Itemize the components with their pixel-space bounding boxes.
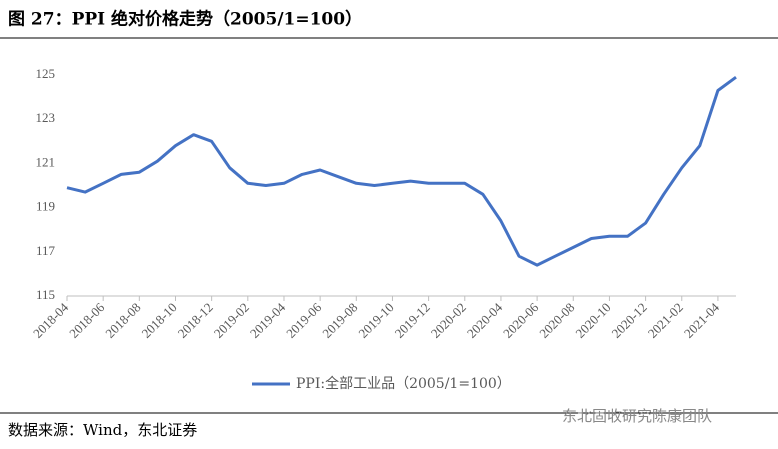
legend-label: PPI:全部工业品（2005/1=100） (296, 375, 511, 392)
data-line (66, 75, 737, 267)
x-tick-label: 2020-02 (428, 300, 469, 341)
x-tick-label: 2018-04 (30, 299, 72, 341)
y-tick-label: 123 (36, 110, 56, 125)
x-tick-label: 2020-04 (464, 299, 506, 341)
y-tick-label: 115 (36, 287, 55, 302)
x-tick-label: 2019-06 (283, 299, 325, 341)
chart-title: 图 27：PPI 绝对价格走势（2005/1=100） (8, 9, 362, 30)
x-tick-label: 2018-12 (175, 300, 216, 341)
x-tick-label: 2020-10 (572, 300, 613, 341)
x-tick-label: 2020-12 (609, 300, 650, 341)
source-note: 数据来源：Wind，东北证券 (8, 421, 197, 439)
x-tick-label: 2019-10 (355, 300, 396, 341)
y-tick-label: 125 (36, 66, 56, 81)
x-tick-label: 2019-12 (392, 300, 433, 341)
x-tick-label: 2021-02 (645, 300, 686, 341)
x-tick-label: 2018-08 (102, 300, 143, 341)
x-tick-label: 2021-04 (681, 299, 723, 341)
x-tick-label: 2020-06 (500, 299, 542, 341)
x-tick-label: 2019-04 (247, 299, 289, 341)
y-tick-label: 117 (36, 243, 56, 258)
y-tick-label: 119 (36, 199, 55, 214)
x-tick-label: 2019-02 (211, 300, 252, 341)
x-tick-label: 2020-08 (536, 300, 577, 341)
y-tick-label: 121 (36, 154, 56, 169)
watermark: 东北固收研究陈康团队 (562, 407, 712, 425)
x-tick-label: 2018-06 (66, 299, 108, 341)
x-tick-label: 2019-08 (319, 300, 360, 341)
x-tick-label: 2018-10 (138, 300, 179, 341)
